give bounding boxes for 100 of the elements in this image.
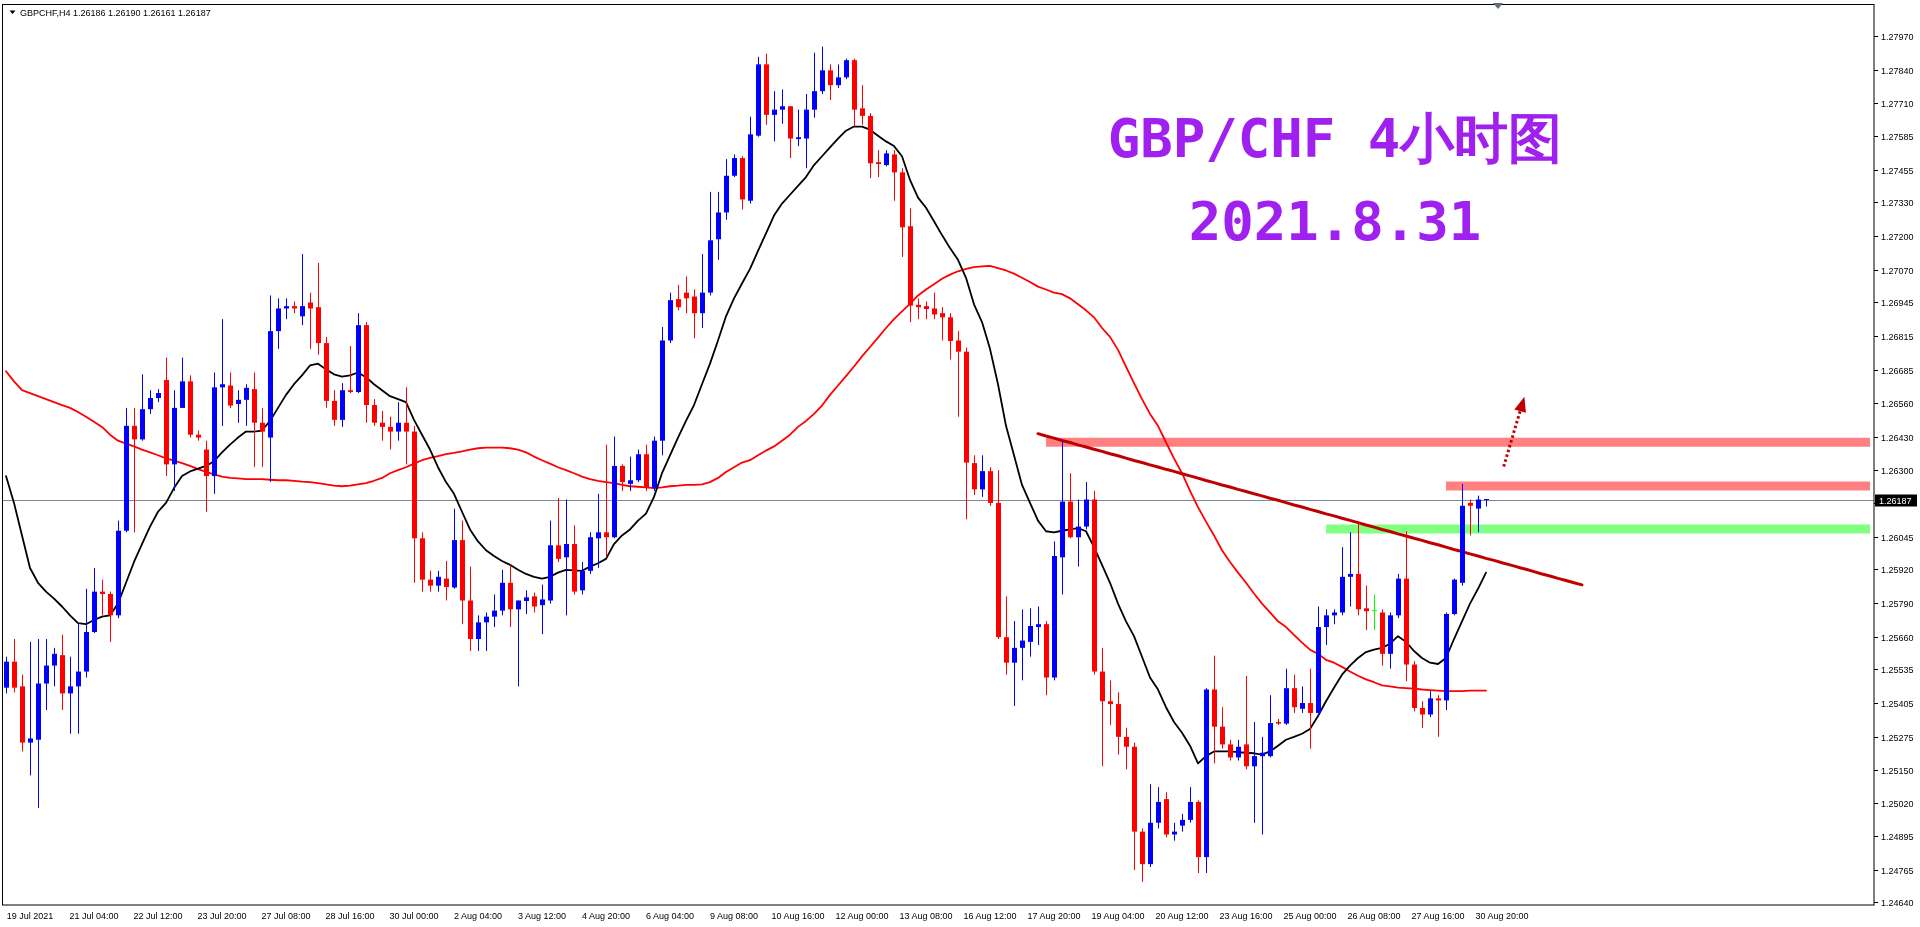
x-tick-label: 13 Aug 08:00 [899, 911, 953, 921]
x-tick-label: 30 Jul 00:00 [389, 911, 439, 921]
candlestick [1244, 675, 1249, 770]
line-series [1036, 432, 1584, 587]
candlestick [404, 386, 409, 465]
candlestick [236, 389, 241, 424]
candlestick [108, 591, 113, 643]
candlestick [1308, 668, 1313, 750]
candlestick [836, 63, 841, 89]
x-tick-label: 17 Aug 20:00 [1027, 911, 1081, 921]
candlestick [388, 416, 393, 451]
text: 2021.8.31 [1188, 190, 1482, 253]
y-tick-label: 1.25920 [1881, 564, 1914, 575]
candlestick [1076, 499, 1081, 568]
x-tick-label: 21 Jul 04:00 [69, 911, 119, 921]
x-tick-label: 22 Jul 12:00 [133, 911, 183, 921]
text: GBP/CHF 4小时图 [1107, 107, 1563, 170]
candlestick [580, 561, 585, 596]
candlestick [876, 149, 881, 178]
candlestick [1156, 786, 1161, 829]
y-tick-label: 1.24765 [1881, 865, 1914, 876]
candlestick [1188, 786, 1193, 824]
y-tick-label: 1.27710 [1881, 98, 1914, 109]
candlestick [772, 90, 777, 142]
candlestick [372, 398, 377, 427]
annotation: GBPCHF,H4 1.26186 1.26190 1.26161 1.26187 [20, 8, 211, 18]
candlestick [540, 584, 545, 635]
candlestick [28, 641, 33, 776]
y-tick-label: 1.25405 [1881, 698, 1914, 709]
candlestick [1108, 679, 1113, 726]
candlestick [68, 656, 73, 735]
x-tick-label: 27 Jul 08:00 [261, 911, 311, 921]
candlestick [620, 463, 625, 492]
x-tick-label: 12 Aug 00:00 [835, 911, 889, 921]
candlestick [436, 570, 441, 593]
candlestick [532, 592, 537, 613]
candlestick [228, 372, 233, 409]
candlestick [1476, 495, 1481, 533]
candlestick [732, 153, 737, 178]
candlestick [260, 407, 265, 468]
candlestick [860, 84, 865, 126]
x-tick-label: 27 Aug 16:00 [1411, 911, 1465, 921]
x-tick-label: 19 Jul 2021 [6, 911, 54, 921]
x-tick-label: 23 Aug 16:00 [1219, 911, 1273, 921]
ref-line-label: 1.26187 [1879, 495, 1912, 506]
candlestick [492, 594, 497, 628]
candlestick [628, 456, 633, 492]
y-tick-label: 1.25020 [1881, 798, 1914, 809]
candlestick [1292, 674, 1297, 714]
candlestick [676, 284, 681, 311]
candlestick [132, 407, 137, 533]
y-tick-label: 1.25535 [1881, 664, 1914, 675]
candlestick [308, 292, 313, 350]
x-tick-label: 23 Jul 20:00 [197, 911, 247, 921]
x-tick-label: 25 Aug 00:00 [1283, 911, 1337, 921]
candlestick [76, 623, 81, 735]
candlestick [1324, 608, 1329, 646]
candlestick [1372, 594, 1377, 631]
y-tick-label: 1.25660 [1881, 632, 1914, 643]
candlestick [396, 401, 401, 442]
y-tick-label: 1.24640 [1881, 897, 1914, 908]
candlestick [244, 383, 249, 427]
candlestick [1300, 685, 1305, 714]
candlestick [892, 149, 897, 202]
candlestick [780, 88, 785, 125]
candlestick [940, 306, 945, 341]
y-tick-label: 1.26560 [1881, 398, 1914, 409]
candlestick [948, 312, 953, 360]
candlestick [604, 444, 609, 557]
candlestick [276, 297, 281, 350]
y-tick-label: 1.27970 [1881, 31, 1914, 42]
candlestick [220, 318, 225, 427]
candlestick [932, 292, 937, 320]
candlestick [1436, 694, 1441, 738]
y-tick-label: 1.27840 [1881, 65, 1914, 76]
x-tick-label: 4 Aug 20:00 [581, 911, 631, 921]
candlestick [476, 614, 481, 652]
x-tick-label: 2 Aug 04:00 [453, 911, 503, 921]
candlestick [1468, 499, 1473, 536]
y-tick-label: 1.24895 [1881, 831, 1914, 842]
x-tick-label: 9 Aug 08:00 [709, 911, 759, 921]
candlestick [1236, 739, 1241, 762]
candlestick [1220, 706, 1225, 750]
candlestick [1036, 605, 1041, 646]
candlestick [956, 330, 961, 418]
candlestick [380, 410, 385, 442]
x-tick-label: 28 Jul 16:00 [325, 911, 375, 921]
x-tick-label: 26 Aug 08:00 [1347, 911, 1401, 921]
candlestick [812, 52, 817, 119]
y-tick-label: 1.26045 [1881, 532, 1914, 543]
candlestick [1348, 531, 1353, 607]
y-tick-label: 1.25150 [1881, 765, 1914, 776]
candlestick [148, 389, 153, 415]
candlestick [1420, 700, 1425, 729]
candlestick [796, 109, 801, 147]
y-tick-label: 1.25790 [1881, 598, 1914, 609]
candlestick [300, 253, 305, 326]
candlestick [52, 647, 57, 687]
x-tick-label: 20 Aug 12:00 [1155, 911, 1209, 921]
candlestick [1364, 585, 1369, 631]
